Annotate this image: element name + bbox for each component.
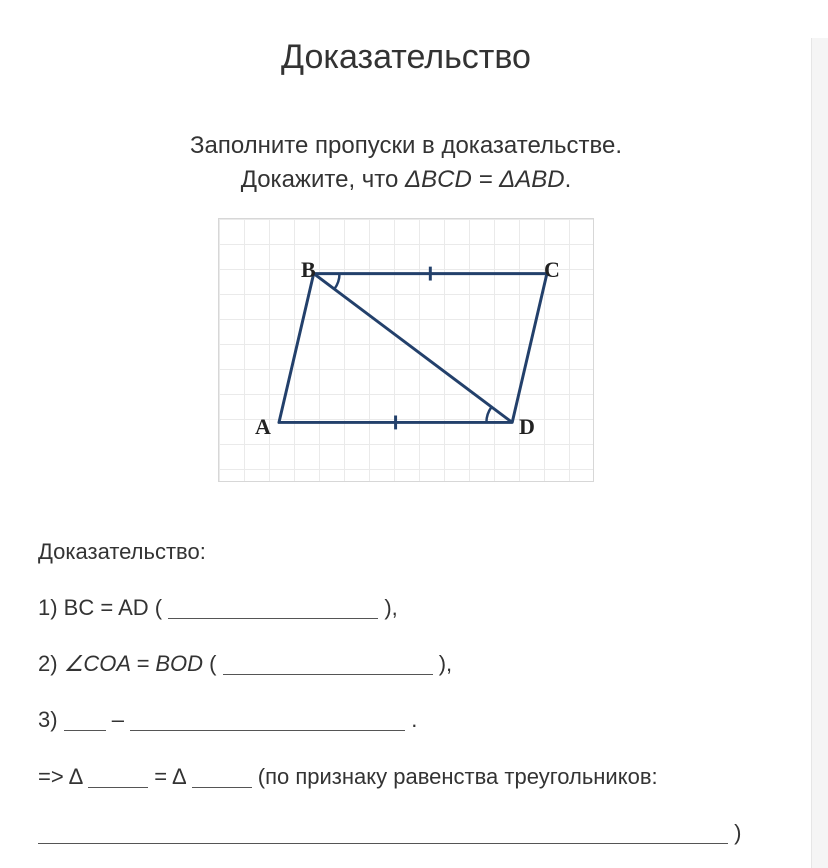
task-line-2-math: ΔBCD = ΔABD (405, 166, 565, 193)
step2-prefix: 2) (38, 651, 64, 676)
step2-mid: ( (203, 651, 223, 676)
step1-prefix: 1) BC = AD ( (38, 595, 168, 620)
geometry-figure: A B C D (218, 218, 594, 482)
blank-4a[interactable] (88, 765, 148, 788)
vertex-label-c: C (544, 257, 560, 283)
concl-eq: = Δ (148, 764, 191, 789)
blank-5[interactable] (38, 821, 728, 844)
vertex-label-b: B (301, 257, 316, 283)
step3-suffix: . (405, 707, 417, 732)
blank-1[interactable] (168, 596, 378, 619)
figure-container: A B C D (0, 218, 812, 482)
figure-svg (219, 219, 593, 481)
blank-4b[interactable] (192, 765, 252, 788)
diagonal-bd (314, 274, 512, 423)
task-block: Заполните пропуски в доказательстве. Док… (0, 129, 812, 196)
step3-prefix: 3) (38, 707, 64, 732)
blank-3a[interactable] (64, 708, 106, 731)
vertex-label-a: A (255, 414, 271, 440)
proof-heading: Доказательство: (38, 524, 812, 580)
concl-prefix: => Δ (38, 764, 88, 789)
proof-step-1: 1) BC = AD ( ), (38, 580, 812, 636)
proof-conclusion: => Δ = Δ (по признаку равенства треуголь… (38, 749, 812, 861)
proof-block: Доказательство: 1) BC = AD ( ), 2) ∠COA … (38, 524, 812, 861)
task-line-2-prefix: Докажите, что (241, 166, 405, 193)
step1-suffix: ), (378, 595, 398, 620)
concl-suffix: ) (728, 820, 741, 845)
task-line-2-suffix: . (565, 166, 572, 193)
proof-step-2: 2) ∠COA = BOD ( ), (38, 636, 812, 692)
step2-suffix: ), (433, 651, 453, 676)
blank-3b[interactable] (130, 708, 405, 731)
angle-arc-d (486, 407, 491, 422)
vertex-label-d: D (519, 414, 535, 440)
page-title: Доказательство (0, 38, 812, 77)
blank-2[interactable] (223, 652, 433, 675)
step2-math: ∠COA = BOD (64, 651, 203, 676)
task-line-1: Заполните пропуски в доказательстве. (0, 129, 812, 163)
page: Доказательство Заполните пропуски в дока… (0, 38, 812, 868)
concl-reason-prefix: (по признаку равенства треугольников: (252, 764, 658, 789)
task-line-2: Докажите, что ΔBCD = ΔABD. (0, 163, 812, 197)
proof-step-3: 3) – . (38, 692, 812, 748)
scrollbar-track[interactable] (811, 38, 828, 868)
step3-dash: – (106, 707, 130, 732)
angle-arc-b (334, 274, 339, 289)
